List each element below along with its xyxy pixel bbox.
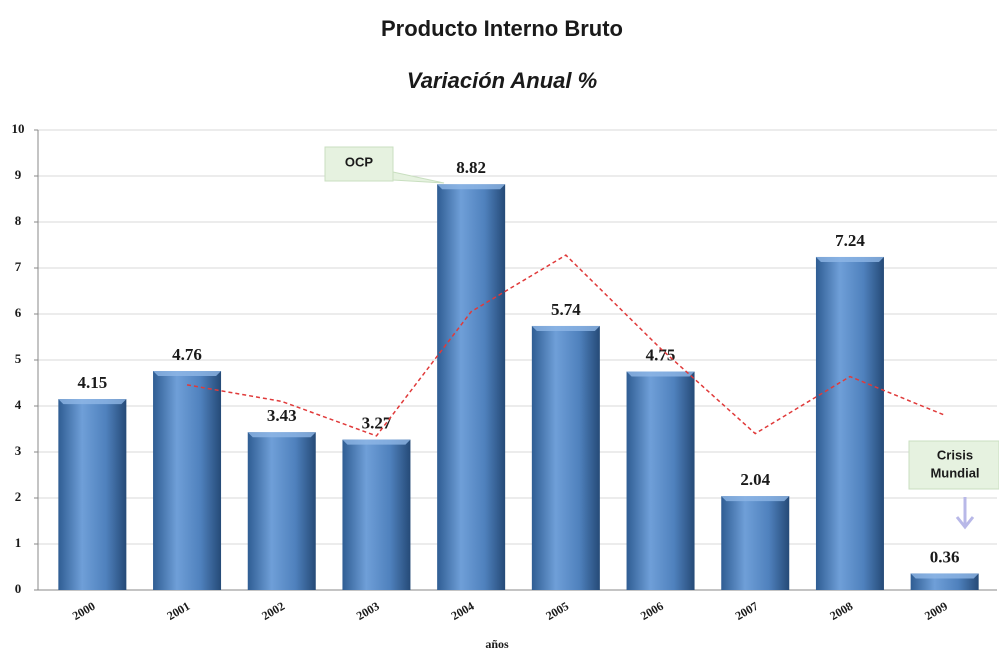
value-label: 4.15 [77, 373, 107, 392]
x-tick-label: 2003 [354, 599, 382, 623]
bar [58, 399, 127, 590]
bar-cap [815, 256, 884, 262]
bar [437, 184, 506, 590]
x-tick-label: 2004 [449, 599, 477, 623]
callout-box [908, 440, 999, 490]
bar-cap [721, 496, 790, 502]
bar-cap [437, 184, 506, 190]
bar-cap [531, 325, 600, 331]
y-tick-label: 9 [15, 167, 22, 182]
x-tick-label: 2005 [543, 599, 571, 623]
y-tick-label: 0 [15, 581, 22, 596]
y-tick-label: 7 [15, 259, 22, 274]
value-label: 3.27 [362, 413, 392, 432]
x-axis-label: años [485, 637, 509, 651]
bar-cap [58, 399, 127, 405]
chart-subtitle: Variación Anual % [407, 68, 597, 93]
y-tick-label: 5 [15, 351, 22, 366]
x-tick-label: 2001 [165, 599, 193, 623]
annotation-text: OCP [345, 154, 374, 169]
x-tick-label: 2009 [922, 599, 950, 623]
chart-title: Producto Interno Bruto [381, 16, 623, 41]
x-tick-label: 2006 [638, 599, 666, 623]
y-tick-label: 8 [15, 213, 22, 228]
y-tick-label: 6 [15, 305, 22, 320]
bar [815, 256, 884, 590]
x-tick-label: 2000 [70, 599, 98, 623]
y-tick-label: 2 [15, 489, 22, 504]
annotation-crisis: Crisis Mundial [908, 440, 999, 530]
bar-cap [247, 432, 316, 438]
bar [721, 496, 790, 590]
value-label: 7.24 [835, 231, 865, 250]
bar [153, 371, 222, 590]
value-label: 5.74 [551, 300, 581, 319]
arrow [955, 497, 975, 530]
y-tick-label: 4 [15, 397, 22, 412]
bar [247, 432, 316, 590]
bar-cap [910, 573, 979, 579]
annotation-ocp: OCP [324, 146, 445, 184]
annotation-text: Mundial [930, 465, 979, 480]
y-tick-label: 10 [12, 121, 25, 136]
bar [626, 371, 695, 590]
callout-box [324, 146, 445, 184]
annotation-text: Crisis [937, 447, 973, 462]
x-tick-label: 2008 [827, 599, 855, 623]
bar [531, 325, 600, 590]
y-tick-label: 3 [15, 443, 22, 458]
value-label: 4.75 [646, 345, 676, 364]
plot: 0 1 2 3 4 5 6 7 8 9 10 2000 4.15 2001 4.76 2002 3.43 2003… [12, 121, 997, 623]
bar [342, 439, 411, 590]
bar-cap [342, 439, 411, 445]
y-tick-label: 1 [15, 535, 22, 550]
bar-cap [626, 371, 695, 377]
x-tick-label: 2002 [259, 599, 287, 623]
value-label: 8.82 [456, 158, 486, 177]
trend-line [186, 254, 945, 437]
value-label: 4.76 [172, 345, 202, 364]
value-label: 3.43 [267, 406, 297, 425]
value-label: 0.36 [930, 547, 960, 566]
value-label: 2.04 [740, 470, 770, 489]
x-tick-label: 2007 [733, 599, 761, 623]
bar-cap [153, 371, 222, 377]
